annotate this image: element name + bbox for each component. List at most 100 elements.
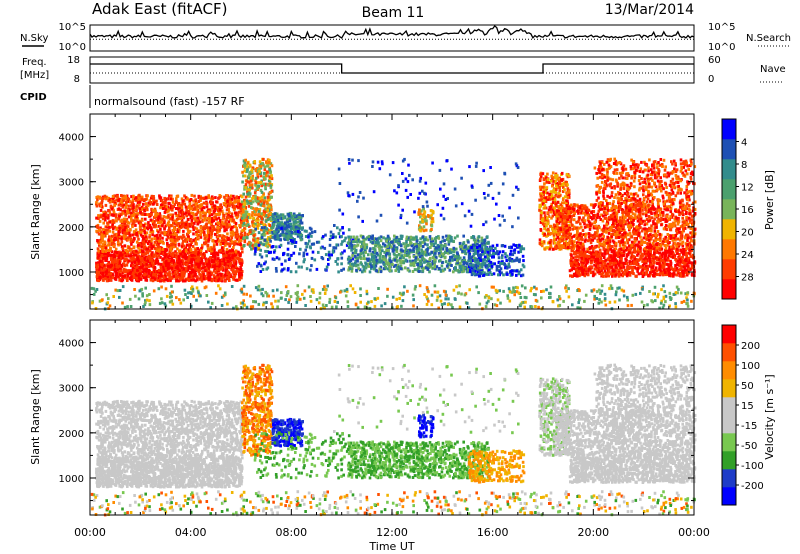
power-cell <box>219 264 222 267</box>
power-cell <box>162 241 165 245</box>
power-cell <box>185 214 188 218</box>
power-cell <box>195 242 198 246</box>
power-cell <box>459 268 463 272</box>
power-cell <box>133 237 136 241</box>
power-cell <box>244 195 248 199</box>
power-cell <box>181 239 185 243</box>
power-cell <box>140 197 144 201</box>
power-cell <box>315 267 319 271</box>
power-cell <box>168 270 171 274</box>
power-cell <box>152 202 155 206</box>
power-cell <box>251 197 254 201</box>
power-cell <box>257 262 261 266</box>
power-cell <box>111 265 115 269</box>
power-cell <box>164 253 168 257</box>
power-cell <box>164 248 167 251</box>
power-cell <box>114 219 118 223</box>
power-cell <box>215 276 219 280</box>
power-cell <box>126 279 129 282</box>
power-cell <box>161 265 164 269</box>
power-cell <box>161 251 165 255</box>
power-cell <box>169 231 172 235</box>
power-cell <box>329 230 333 234</box>
power-cell <box>135 204 139 208</box>
power-cell <box>261 198 264 202</box>
power-cell <box>126 274 130 278</box>
power-cell <box>150 228 153 232</box>
power-cell <box>438 254 442 258</box>
power-cell <box>362 257 365 260</box>
power-cell <box>469 270 472 274</box>
sky-noise-line <box>89 25 695 40</box>
power-cell <box>208 271 211 275</box>
power-cell <box>287 235 290 239</box>
power-cell <box>168 266 171 269</box>
power-cell <box>212 254 215 258</box>
power-cell <box>187 212 191 216</box>
power-cell <box>143 273 146 277</box>
power-cell <box>161 207 165 210</box>
power-cell <box>159 251 163 255</box>
power-cell <box>157 215 161 219</box>
power-cell <box>480 244 484 248</box>
power-cell <box>109 275 113 279</box>
power-cell <box>110 268 114 271</box>
power-cell <box>135 275 139 279</box>
power-cell <box>187 255 190 259</box>
power-cell <box>337 232 341 236</box>
power-cell <box>151 279 155 283</box>
power-cell <box>253 244 257 247</box>
power-cell <box>208 264 211 268</box>
power-cell <box>121 271 124 275</box>
power-cell <box>265 227 268 231</box>
power-cell <box>214 207 217 211</box>
power-cell <box>199 235 203 239</box>
power-cell <box>418 259 422 263</box>
power-cell <box>179 267 183 271</box>
power-cell <box>277 214 280 218</box>
power-cell <box>161 224 164 228</box>
power-cell <box>131 225 134 229</box>
power-cell <box>321 257 325 261</box>
power-cell <box>198 277 202 281</box>
power-cell <box>183 255 186 259</box>
power-cell <box>213 278 217 282</box>
power-cell <box>147 275 151 279</box>
power-cell <box>367 253 370 257</box>
power-cell <box>222 251 226 255</box>
power-cell <box>118 226 121 230</box>
power-cell <box>220 267 224 271</box>
power-cell <box>370 258 373 261</box>
power-cell <box>115 253 119 257</box>
power-cell <box>260 212 263 216</box>
power-cell <box>225 265 228 269</box>
power-cell <box>118 214 121 218</box>
power-cell <box>231 254 234 258</box>
nave-axis-label: Nave <box>760 64 786 75</box>
power-cell <box>483 239 487 243</box>
power-cell <box>104 246 108 250</box>
power-cell <box>367 237 371 241</box>
power-cell <box>175 195 179 198</box>
power-cell <box>509 249 513 253</box>
power-cell <box>171 228 175 232</box>
power-cell <box>194 250 198 254</box>
power-cell <box>461 242 465 246</box>
power-cell <box>130 278 134 282</box>
power-cell <box>405 235 409 239</box>
power-cell <box>138 207 142 211</box>
power-cell <box>107 278 110 282</box>
power-cell <box>123 217 127 221</box>
power-cell <box>122 262 126 266</box>
power-cell <box>211 196 215 200</box>
power-cell <box>216 226 219 229</box>
power-cell <box>234 211 237 215</box>
power-cell <box>425 222 428 226</box>
power-cell <box>190 263 194 267</box>
power-cell <box>274 267 278 270</box>
power-cell <box>242 228 246 232</box>
power-cell <box>235 230 239 234</box>
power-cell <box>262 157 265 161</box>
power-cell <box>150 194 154 198</box>
power-cell <box>422 238 426 242</box>
